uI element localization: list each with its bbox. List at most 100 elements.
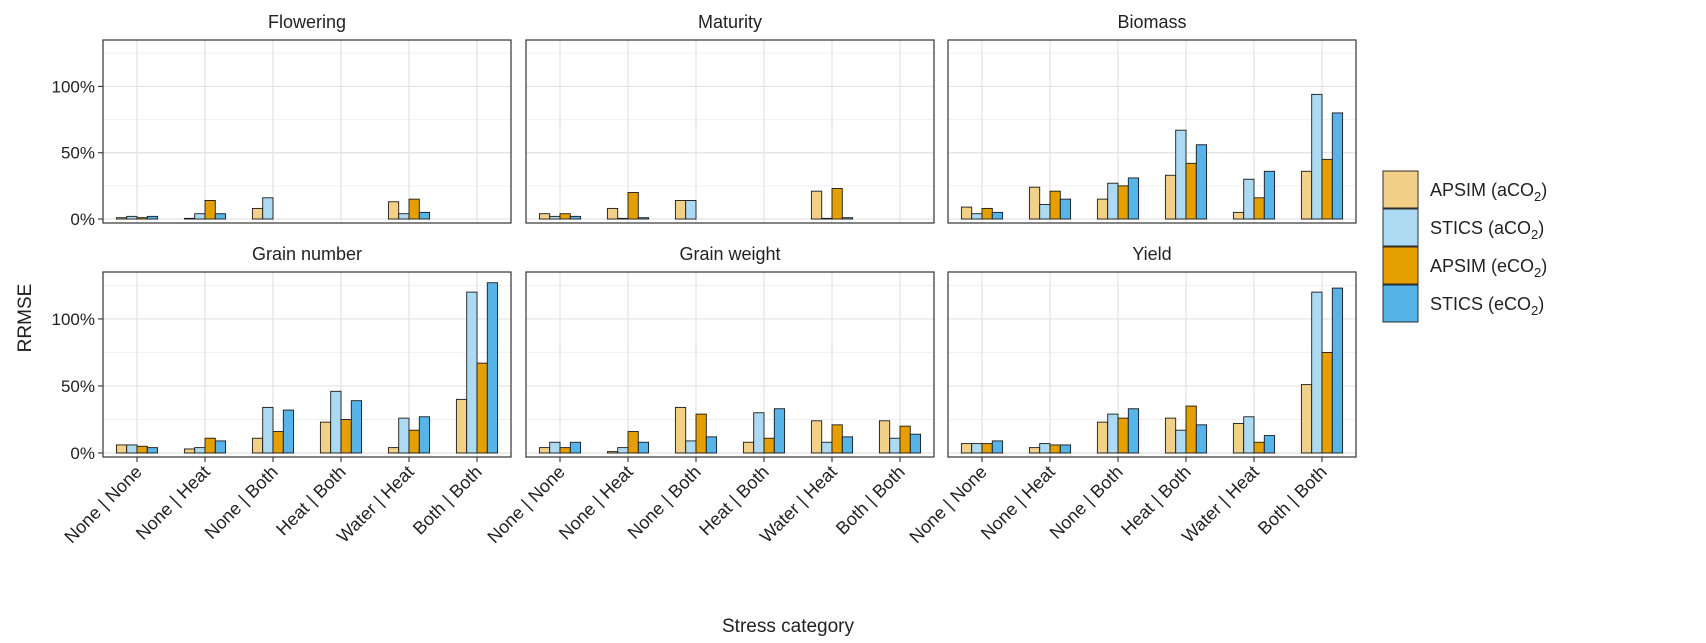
panel-background [103,272,511,457]
bar-grain-number-2-2 [272,431,284,454]
bar-biomass-2-1 [1107,182,1119,220]
panel-title: Yield [1132,244,1171,264]
bar-yield-4-3 [1263,435,1276,454]
bar-maturity-1-3 [637,217,650,220]
bar-yield-0-0 [960,443,973,454]
bar-yield-1-0 [1028,447,1041,454]
bar-biomass-0-3 [991,211,1004,220]
bar-biomass-0-0 [960,206,973,220]
bar-yield-3-0 [1164,417,1177,454]
bar-flowering-4-1 [398,213,410,220]
bar-flowering-1-1 [194,213,206,220]
bar-grain-weight-3-3 [773,408,786,454]
legend-key-1 [1382,208,1419,247]
bar-yield-0-1 [971,443,983,454]
bar-biomass-5-2 [1321,158,1333,220]
bar-grain-number-3-2 [340,419,352,454]
x-tick-label: None | Both [1046,462,1127,543]
bar-grain-number-0-1 [126,444,138,454]
bar-grain-weight-1-0 [606,451,619,454]
bar-grain-number-2-3 [282,409,295,454]
bar-maturity-2-0 [674,200,687,220]
bar-yield-4-1 [1243,416,1255,454]
bar-maturity-2-1 [685,200,697,220]
bar-maturity-4-2 [831,188,843,220]
bar-flowering-0-1 [126,215,138,220]
panel-background [948,272,1356,457]
bar-grain-weight-3-2 [763,437,775,454]
bar-grain-number-4-1 [398,417,410,454]
bar-grain-number-4-0 [387,447,400,454]
bar-biomass-4-3 [1263,170,1276,220]
x-tick-label: Both | Both [832,462,909,539]
bar-biomass-3-3 [1195,144,1208,220]
panel-border [525,39,935,224]
bar-yield-4-2 [1253,441,1265,454]
x-tick-label: None | None [60,462,145,547]
x-tick-label: None | None [905,462,990,547]
bar-biomass-5-0 [1300,170,1313,220]
panel-biomass: Biomass [947,12,1357,224]
bar-yield-2-0 [1096,421,1109,454]
legend-key-2 [1382,246,1419,285]
bar-grain-number-0-0 [115,444,128,454]
panels-layer: Flowering 0% 50% 100% Maturity Biomass Grain n… [52,12,1357,547]
bar-maturity-1-0 [606,207,619,220]
panel-border [102,271,512,458]
bar-grain-weight-4-2 [831,424,843,454]
bar-grain-number-4-3 [418,416,431,454]
bar-yield-1-3 [1059,444,1072,454]
panel-border [947,271,1357,458]
bar-biomass-1-0 [1028,186,1041,220]
bar-biomass-1-2 [1049,190,1061,220]
bar-biomass-1-3 [1059,198,1072,220]
bar-grain-number-3-1 [330,390,342,454]
legend-key-3 [1382,284,1419,323]
x-tick-label: Both | Both [409,462,486,539]
bar-grain-number-4-2 [408,429,420,454]
bar-grain-weight-0-2 [559,447,571,454]
bar-yield-3-1 [1175,429,1187,454]
x-tick-label: None | Both [624,462,705,543]
bar-flowering-2-0 [251,207,264,220]
panel-title: Biomass [1117,12,1186,32]
bar-grain-weight-4-1 [821,441,833,454]
bar-maturity-4-3 [841,217,854,220]
bar-yield-1-2 [1049,444,1061,454]
x-tick-label: None | None [483,462,568,547]
bar-yield-2-2 [1117,417,1129,454]
bar-grain-weight-2-2 [695,413,707,454]
bar-maturity-0-1 [549,215,561,220]
bar-grain-weight-5-0 [878,420,891,454]
bar-maturity-4-1 [821,217,833,220]
panel-border [947,39,1357,224]
bar-yield-5-0 [1300,384,1313,454]
bar-biomass-2-0 [1096,198,1109,220]
y-axis-title: RRMSE [15,284,36,353]
bar-biomass-3-0 [1164,174,1177,220]
legend-key-0 [1382,170,1419,209]
bar-grain-number-1-1 [194,447,206,454]
bar-maturity-1-2 [627,192,639,220]
panel-title: Maturity [698,12,762,32]
bar-grain-weight-3-1 [753,412,765,454]
panel-background [526,272,934,457]
bar-flowering-4-0 [387,201,400,220]
bar-grain-weight-2-3 [705,436,718,454]
bar-flowering-4-2 [408,198,420,220]
bar-grain-weight-2-1 [685,440,697,454]
bar-grain-number-5-0 [455,398,468,454]
bar-flowering-0-2 [136,217,148,220]
panel-background [103,40,511,223]
bar-grain-number-3-0 [319,421,332,454]
x-axis-title: Stress category [722,616,854,637]
y-tick-label: 100% [52,77,95,96]
bar-grain-weight-1-3 [637,441,650,454]
bar-flowering-0-3 [146,215,159,220]
bar-grain-weight-4-0 [810,420,823,454]
bar-maturity-4-0 [810,190,823,220]
bar-biomass-3-1 [1175,129,1187,220]
panel-maturity: Maturity [525,12,935,224]
